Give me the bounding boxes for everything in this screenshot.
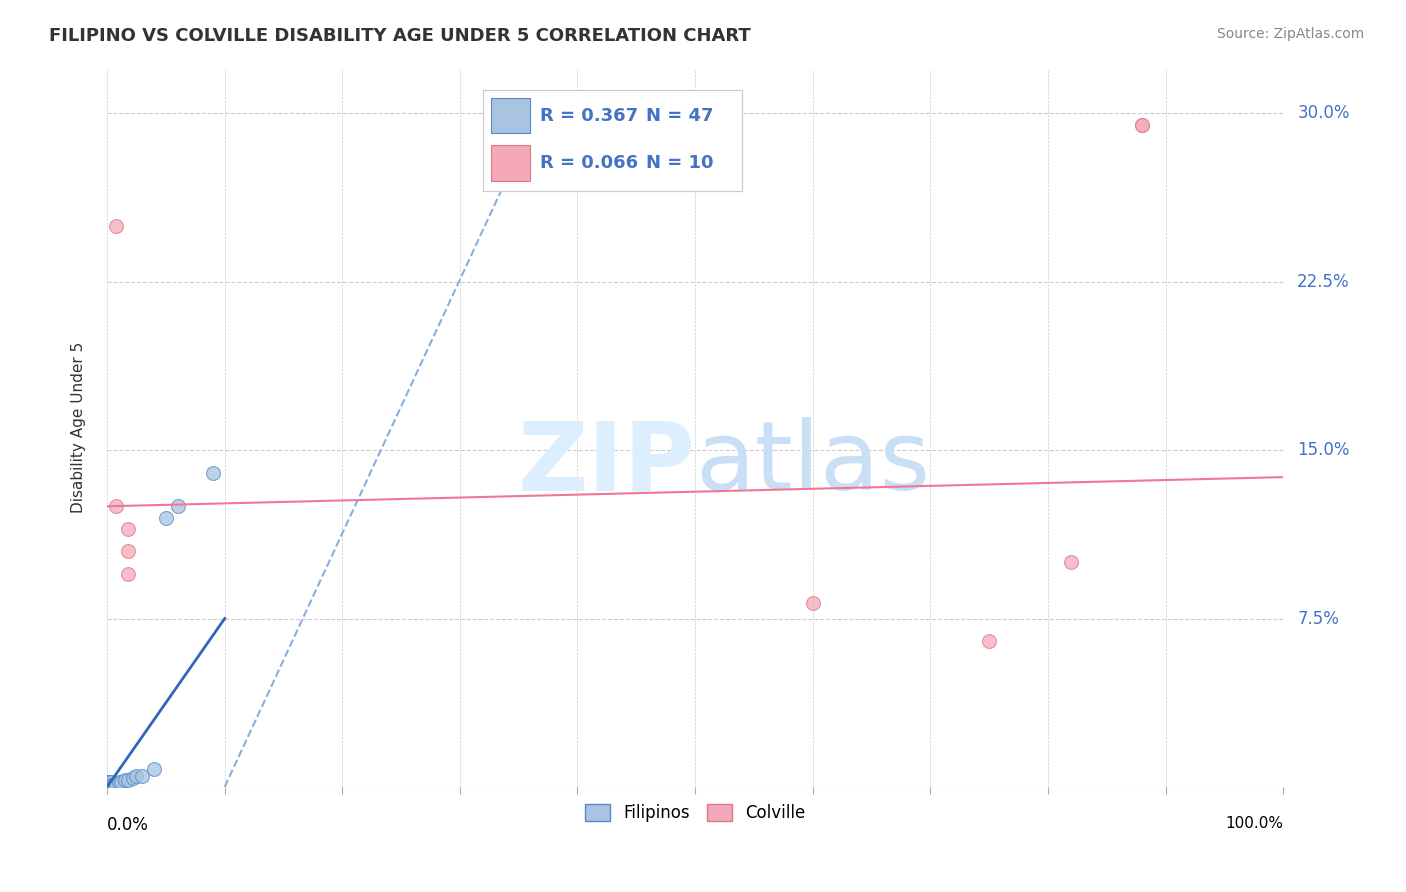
Legend: Filipinos, Colville: Filipinos, Colville (578, 797, 811, 829)
Text: 100.0%: 100.0% (1225, 815, 1284, 830)
Point (101, 778, 124, 792)
Point (97, 775, 120, 789)
Point (98, 778, 121, 792)
Point (101, 780, 124, 794)
Point (97, 778, 120, 792)
Point (1130, 118, 1153, 132)
Point (97, 780, 120, 794)
Point (97, 780, 120, 794)
Point (117, 566, 139, 581)
Text: Source: ZipAtlas.com: Source: ZipAtlas.com (1216, 27, 1364, 41)
Point (125, 769, 148, 783)
Point (97, 780, 120, 794)
Text: ZIP: ZIP (517, 417, 695, 510)
Point (117, 544, 139, 558)
Point (97, 778, 120, 792)
Y-axis label: Disability Age Under 5: Disability Age Under 5 (72, 343, 86, 514)
Point (122, 771, 145, 785)
Point (104, 778, 127, 792)
Text: atlas: atlas (695, 417, 931, 510)
Point (166, 500, 188, 514)
Point (97, 778, 120, 792)
Point (117, 773, 139, 788)
Text: 7.5%: 7.5% (1298, 609, 1339, 628)
Text: 22.5%: 22.5% (1298, 273, 1350, 291)
Point (97, 780, 120, 794)
Point (97, 780, 120, 794)
Point (143, 762, 166, 776)
Point (201, 466, 224, 480)
Point (103, 778, 125, 792)
Point (98, 780, 121, 794)
Point (98, 780, 121, 794)
Point (97, 780, 120, 794)
Text: FILIPINO VS COLVILLE DISABILITY AGE UNDER 5 CORRELATION CHART: FILIPINO VS COLVILLE DISABILITY AGE UNDE… (49, 27, 751, 45)
Point (155, 510, 177, 524)
Point (105, 219, 128, 233)
Text: 0.0%: 0.0% (107, 815, 149, 834)
Point (98, 778, 121, 792)
Point (97, 778, 120, 792)
Point (97, 780, 120, 794)
Point (98, 780, 121, 794)
Text: 30.0%: 30.0% (1298, 104, 1350, 122)
Point (801, 596, 824, 610)
Point (97, 778, 120, 792)
Point (101, 780, 124, 794)
Point (1130, 118, 1153, 132)
Text: 15.0%: 15.0% (1298, 442, 1350, 459)
Point (105, 778, 128, 792)
Point (100, 780, 122, 794)
Point (97, 780, 120, 794)
Point (97, 780, 120, 794)
Point (977, 634, 1000, 648)
Point (117, 522, 139, 536)
Point (100, 778, 122, 792)
Point (114, 773, 136, 788)
Point (101, 778, 124, 792)
Point (97, 775, 120, 789)
Point (100, 775, 122, 789)
Point (97, 780, 120, 794)
Point (100, 778, 122, 792)
Point (105, 500, 128, 514)
Point (110, 775, 132, 789)
Point (1060, 556, 1083, 570)
Point (97, 778, 120, 792)
Point (98, 775, 121, 789)
Point (97, 780, 120, 794)
Point (131, 769, 153, 783)
Point (108, 775, 131, 789)
